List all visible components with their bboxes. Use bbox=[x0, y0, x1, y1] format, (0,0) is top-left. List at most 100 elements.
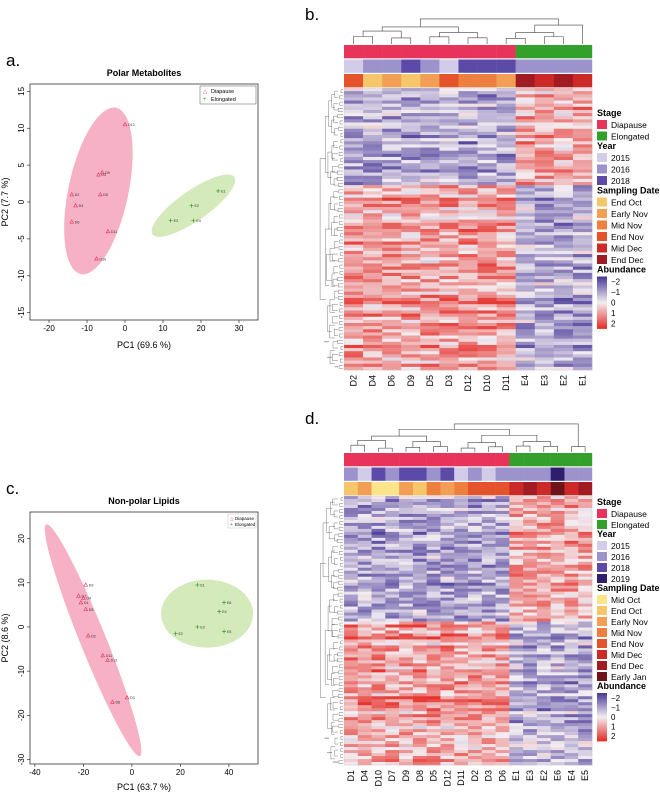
heat-cell-d bbox=[412, 606, 427, 610]
heat-cell-b bbox=[401, 135, 421, 139]
annotation-sampling-cell-b bbox=[382, 74, 402, 88]
heat-cell-d bbox=[495, 696, 510, 700]
heat-cell-d bbox=[523, 576, 538, 580]
heat-cell-d bbox=[426, 555, 441, 560]
heat-cell-d bbox=[385, 570, 400, 575]
heat-cell-b bbox=[496, 348, 516, 352]
heat-cell-d bbox=[550, 744, 565, 748]
heat-cell-d bbox=[468, 600, 483, 604]
heat-cell-b bbox=[496, 150, 516, 155]
heat-cell-b bbox=[363, 219, 383, 224]
heat-cell-d bbox=[578, 666, 593, 670]
heat-cell-d bbox=[564, 573, 579, 577]
heat-cell-b bbox=[496, 260, 516, 264]
abundance-gradient-d bbox=[597, 715, 607, 718]
heat-cell-b bbox=[572, 166, 593, 170]
heat-cell-d bbox=[495, 657, 510, 661]
heat-cell-b bbox=[458, 109, 478, 114]
heat-cell-d bbox=[426, 747, 441, 751]
heat-cell-d bbox=[371, 726, 386, 730]
heat-cell-b bbox=[496, 103, 516, 108]
heat-cell-d bbox=[344, 645, 359, 649]
heat-cell-d bbox=[357, 723, 372, 727]
heat-cell-d bbox=[468, 579, 483, 583]
heat-cell-b bbox=[515, 150, 536, 155]
heat-cell-d bbox=[481, 498, 496, 503]
heat-cell-b bbox=[572, 125, 593, 130]
heat-cell-d bbox=[454, 702, 469, 706]
heat-cell-d bbox=[454, 642, 469, 646]
heat-cell-d bbox=[550, 609, 565, 613]
heat-cell-d bbox=[468, 546, 483, 551]
heat-cell-d bbox=[385, 516, 400, 521]
heat-cell-b bbox=[382, 260, 402, 264]
point-label-c-E5: E5 bbox=[227, 630, 231, 634]
heat-cell-d bbox=[468, 681, 483, 685]
heat-cell-d bbox=[371, 696, 386, 700]
heat-cell-b bbox=[363, 232, 383, 236]
heat-cell-b bbox=[553, 100, 574, 104]
heat-cell-d bbox=[523, 681, 538, 685]
annotation-stage-cell-b bbox=[420, 45, 440, 59]
annotation-year-cell-d bbox=[481, 467, 496, 481]
heat-cell-b bbox=[572, 138, 593, 142]
point-c-D3 bbox=[124, 695, 130, 700]
heat-cell-d bbox=[468, 687, 483, 691]
heat-cell-d bbox=[412, 693, 427, 697]
heat-cell-b bbox=[515, 329, 536, 333]
heat-cell-b bbox=[382, 313, 402, 318]
heat-cell-d bbox=[481, 630, 496, 634]
heat-cell-d bbox=[550, 501, 565, 506]
legend-stage-title-b: Stage bbox=[597, 108, 622, 118]
heat-cell-b bbox=[382, 219, 402, 224]
heat-cell-b bbox=[458, 207, 478, 211]
heat-cell-d bbox=[412, 666, 427, 670]
heat-cell-d bbox=[412, 618, 427, 622]
heat-cell-d bbox=[412, 546, 427, 551]
heat-cell-b bbox=[382, 307, 402, 311]
annotation-stage-cell-d bbox=[550, 453, 565, 467]
heat-cell-d bbox=[550, 753, 565, 757]
heat-cell-d bbox=[468, 519, 483, 524]
point-c-D4 bbox=[81, 595, 86, 600]
heat-cell-d bbox=[564, 576, 579, 580]
heat-cell-d bbox=[344, 759, 359, 763]
heat-cell-d bbox=[426, 606, 441, 610]
heat-cell-b bbox=[420, 125, 440, 130]
heat-cell-d bbox=[536, 636, 551, 640]
heat-cell-b bbox=[515, 113, 536, 117]
heat-cell-b bbox=[572, 329, 593, 333]
heat-cell-d bbox=[564, 699, 579, 703]
heat-cell-b bbox=[477, 257, 497, 261]
heat-cell-d bbox=[412, 744, 427, 748]
heat-cell-b bbox=[382, 175, 402, 180]
heat-cell-b bbox=[344, 213, 364, 217]
heat-cell-b bbox=[382, 229, 402, 233]
heat-cell-b bbox=[420, 169, 440, 173]
annotation-year-cell-b bbox=[572, 59, 593, 73]
point-a-E3 bbox=[168, 218, 173, 223]
heat-cell-b bbox=[515, 326, 536, 330]
heat-cell-d bbox=[426, 597, 441, 601]
heat-cell-b bbox=[458, 344, 478, 349]
heat-cell-b bbox=[344, 163, 364, 167]
heat-cell-d bbox=[412, 738, 427, 742]
heat-cell-d bbox=[454, 726, 469, 730]
heat-cell-d bbox=[578, 741, 593, 745]
heat-cell-d bbox=[481, 519, 496, 524]
heat-cell-d bbox=[357, 501, 372, 506]
heat-cell-d bbox=[536, 576, 551, 580]
heat-cell-b bbox=[401, 272, 421, 277]
heat-cell-d bbox=[468, 606, 483, 610]
heat-cell-d bbox=[426, 570, 441, 575]
heat-cell-d bbox=[550, 496, 565, 500]
heat-cell-b bbox=[401, 213, 421, 217]
heat-cell-b bbox=[534, 232, 555, 236]
heat-cell-d bbox=[495, 714, 510, 718]
legend-sampling-d-swatch bbox=[597, 672, 607, 681]
heat-cell-d bbox=[426, 654, 441, 658]
heat-cell-b bbox=[572, 225, 593, 230]
heat-cell-d bbox=[412, 714, 427, 718]
heat-cell-d bbox=[481, 684, 496, 688]
heat-cell-d bbox=[412, 525, 427, 530]
